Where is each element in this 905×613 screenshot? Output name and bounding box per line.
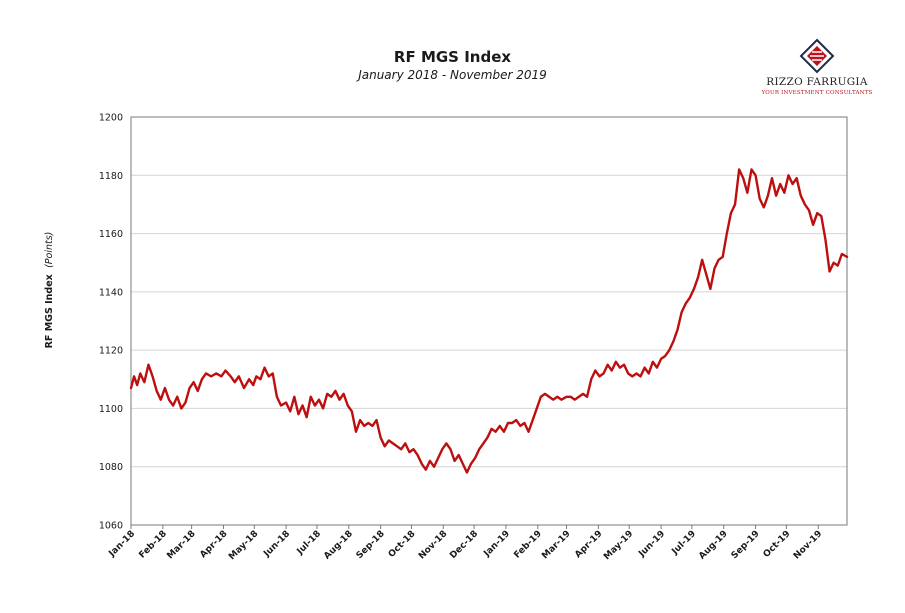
x-tick-label: Jun-19 [636,529,667,560]
x-tick-label: Aug-18 [322,529,355,562]
chart-title: RF MGS Index [393,48,512,66]
y-tick-label: 1100 [99,404,123,415]
x-tick-label: Apr-19 [573,529,604,560]
y-tick-label: 1140 [99,287,123,298]
y-axis-label: RF MGS Index (Points) [44,232,55,349]
x-tick-label: Oct-19 [762,529,793,560]
y-tick-label: 1120 [99,346,123,357]
x-tick-label: Aug-19 [697,529,730,562]
index-series-line [129,168,849,474]
x-tick-label: Dec-18 [448,529,480,561]
x-tick-label: Jan-19 [482,529,512,559]
y-axis-label-group: RF MGS Index (Points) [44,232,55,349]
x-tick-label: Jul-19 [670,529,698,557]
logo-emblem-icon [799,38,835,74]
x-tick-label: Sep-18 [355,529,387,561]
x-tick-label: Jul-18 [295,529,323,557]
chart-subtitle: January 2018 - November 2019 [358,68,547,82]
x-tick-label: Sep-19 [730,529,762,561]
logo-company-name: RIZZO FARRUGIA [766,76,868,88]
gridlines [131,174,847,468]
x-tick-label: Mar-19 [540,529,572,561]
y-tick-label: 1180 [99,171,123,182]
x-tick-label: Feb-19 [512,529,544,561]
x-tick-label: Jun-18 [262,529,293,560]
x-tick-label: May-19 [602,529,635,562]
logo-tagline: YOUR INVESTMENT CONSULTANTS [761,90,873,96]
y-tick-label: 1080 [99,462,123,473]
y-axis-ticks: 1060 1080 1100 1120 1140 1160 1180 1200 [99,113,123,532]
y-tick-label: 1060 [99,521,123,532]
x-tick-label: May-18 [227,529,260,562]
x-tick-label: Nov-19 [792,529,824,561]
x-tick-label: Mar-18 [165,529,197,561]
y-tick-label: 1160 [99,229,123,240]
y-axis-label-main: RF MGS Index [44,274,55,348]
plot-area-border [130,116,848,526]
x-tick-label: Jan-18 [107,529,137,559]
company-logo: RIZZO FARRUGIA YOUR INVESTMENT CONSULTAN… [752,38,882,100]
x-tick-label: Nov-18 [417,529,449,561]
x-tick-label: Feb-18 [137,529,169,561]
x-tick-label: Oct-18 [387,529,418,560]
x-tick-label: Apr-18 [198,529,229,560]
y-tick-label: 1200 [99,113,123,124]
y-axis-label-unit: (Points) [44,232,55,268]
